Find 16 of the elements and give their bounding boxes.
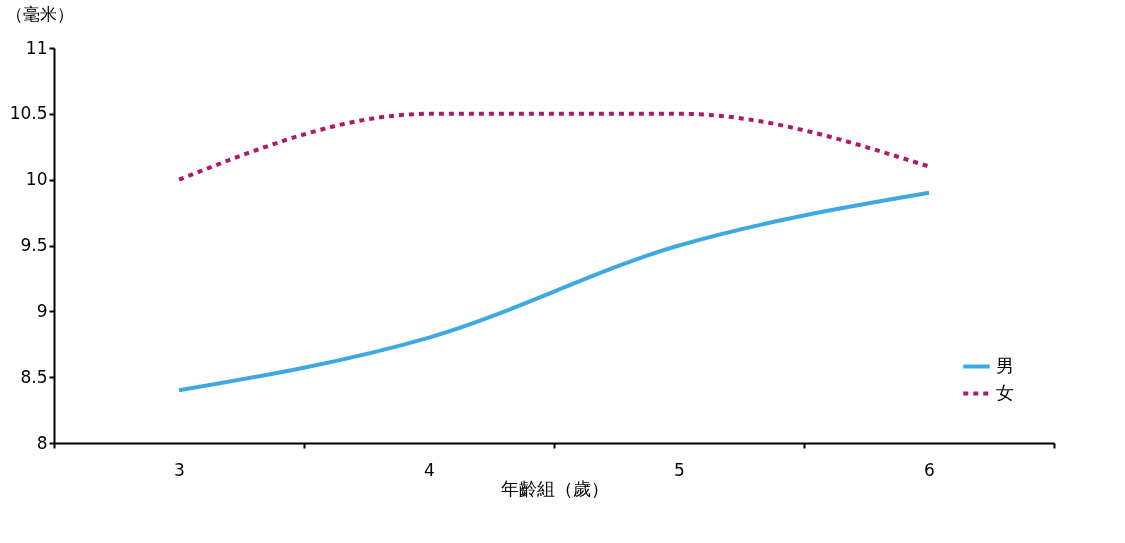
y-tick-label: 10: [25, 169, 48, 190]
x-tick-label: 4: [424, 459, 435, 480]
x-tick-label: 5: [674, 459, 685, 480]
x-tick-label: 6: [924, 459, 935, 480]
y-tick-label: 10.5: [9, 103, 48, 124]
y-tick-label: 9: [36, 300, 48, 321]
y-axis-title: （毫米）: [5, 3, 74, 24]
legend-label: 女: [996, 381, 1014, 403]
y-tick-label: 8: [36, 432, 48, 453]
y-tick-label: 8.5: [20, 366, 48, 387]
x-axis-title: 年齡組（歲）: [500, 477, 609, 499]
line-series: [177, 190, 931, 393]
y-tick-label: 11: [25, 37, 48, 58]
legend-label: 男: [996, 354, 1014, 376]
y-tick-label: 9.5: [20, 235, 48, 255]
x-tick-label: 3: [174, 459, 185, 480]
